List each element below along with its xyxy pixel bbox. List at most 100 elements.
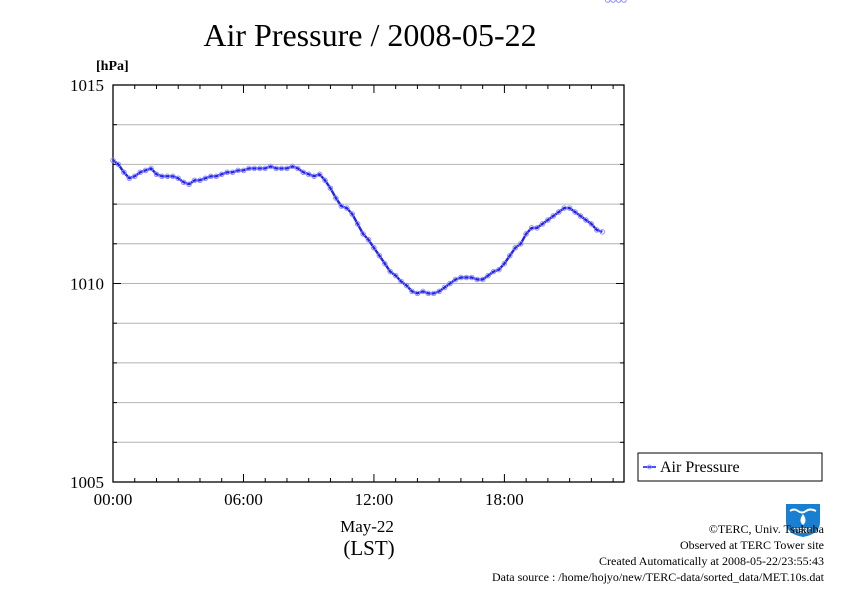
grid-lines xyxy=(113,124,624,443)
data-point xyxy=(566,205,573,211)
data-point xyxy=(148,165,154,172)
data-point xyxy=(229,169,236,176)
y-tick-label: 1015 xyxy=(70,76,104,95)
data-point xyxy=(561,205,567,211)
data-point xyxy=(137,169,143,176)
data-point xyxy=(110,157,116,164)
data-point xyxy=(572,209,578,215)
data-point xyxy=(441,284,448,291)
legend-marker-swatch xyxy=(647,464,652,470)
data-point xyxy=(479,276,486,283)
data-point xyxy=(295,165,301,172)
logo-drop xyxy=(800,514,806,525)
data-point xyxy=(257,165,263,172)
y-tick-label: 1005 xyxy=(70,473,104,492)
data-point xyxy=(115,161,122,168)
data-point xyxy=(512,245,519,251)
data-point xyxy=(240,167,247,174)
data-point xyxy=(121,169,127,176)
data-point xyxy=(142,167,149,174)
y-tick-labels: 1005 1010 1015 xyxy=(70,76,104,492)
data-point xyxy=(577,213,584,219)
copyright-text: ©TERC, Univ. Tsukuba xyxy=(708,522,824,536)
data-point xyxy=(365,237,372,243)
data-point xyxy=(556,209,562,215)
data-point xyxy=(262,165,268,172)
data-point xyxy=(344,205,350,211)
data-point xyxy=(251,165,258,172)
y-axis-unit: [hPa] xyxy=(96,59,129,74)
data-point xyxy=(588,221,595,227)
data-point xyxy=(523,231,529,237)
logo-waves xyxy=(789,508,817,514)
data-point xyxy=(474,276,480,283)
data-point xyxy=(485,272,491,279)
data-point xyxy=(349,211,355,217)
data-point xyxy=(517,241,524,247)
data-point xyxy=(224,169,230,176)
x-axis-timezone-label: (LST) xyxy=(343,536,394,560)
x-tick-label: 06:00 xyxy=(224,490,263,509)
data-point xyxy=(371,245,377,251)
data-point xyxy=(409,288,415,295)
created-timestamp-text: Created Automatically at 2008-05-22/23:5… xyxy=(599,554,824,568)
data-point xyxy=(153,171,160,178)
data-point xyxy=(360,231,366,237)
data-point xyxy=(550,213,557,219)
data-point xyxy=(392,272,399,279)
data-point xyxy=(175,175,181,182)
data-point xyxy=(501,260,508,267)
data-point xyxy=(507,252,513,259)
data-point xyxy=(159,173,165,180)
data-point xyxy=(278,165,285,172)
data-point xyxy=(191,177,198,184)
data-point xyxy=(202,175,209,182)
legend-label: Air Pressure xyxy=(660,459,740,476)
axis-ticks xyxy=(112,84,624,483)
data-point xyxy=(604,0,611,3)
data-point xyxy=(545,217,551,223)
data-point xyxy=(218,171,225,178)
data-point xyxy=(273,165,279,172)
x-tick-label: 00:00 xyxy=(94,490,133,509)
data-point xyxy=(284,165,290,172)
x-tick-label: 12:00 xyxy=(355,490,394,509)
data-point xyxy=(452,276,459,283)
data-point xyxy=(469,274,475,281)
data-point xyxy=(490,268,497,275)
data-point xyxy=(180,179,187,186)
data-point xyxy=(289,163,296,170)
data-point xyxy=(615,0,622,3)
data-point xyxy=(610,0,616,3)
data-point xyxy=(621,0,627,3)
data-point xyxy=(338,203,345,209)
data-point xyxy=(599,229,606,235)
observed-site-text: Observed at TERC Tower site xyxy=(679,538,824,552)
data-point xyxy=(539,221,546,227)
series-line xyxy=(112,159,603,295)
data-point xyxy=(197,177,203,184)
legend-box xyxy=(637,452,823,482)
data-point xyxy=(403,282,410,289)
data-point xyxy=(316,171,323,178)
y-tick-label: 1010 xyxy=(70,275,104,294)
x-tick-label: 18:00 xyxy=(485,490,524,509)
data-point xyxy=(430,290,437,297)
data-point xyxy=(382,260,388,267)
data-point xyxy=(583,217,589,223)
data-point xyxy=(131,173,138,180)
data-point xyxy=(300,169,307,176)
data-point xyxy=(170,173,176,180)
data-point xyxy=(354,221,361,227)
data-point xyxy=(267,163,274,170)
data-point xyxy=(458,274,464,281)
data-point xyxy=(463,274,470,281)
data-point xyxy=(534,225,540,231)
data-point xyxy=(414,290,421,297)
data-point xyxy=(246,165,252,172)
x-tick-labels: 00:00 06:00 12:00 18:00 xyxy=(94,490,524,509)
credits-block: ©TERC, Univ. Tsukuba Observed at TERC To… xyxy=(492,521,824,585)
data-point xyxy=(327,185,334,191)
data-point xyxy=(213,173,220,180)
data-point xyxy=(164,173,171,180)
